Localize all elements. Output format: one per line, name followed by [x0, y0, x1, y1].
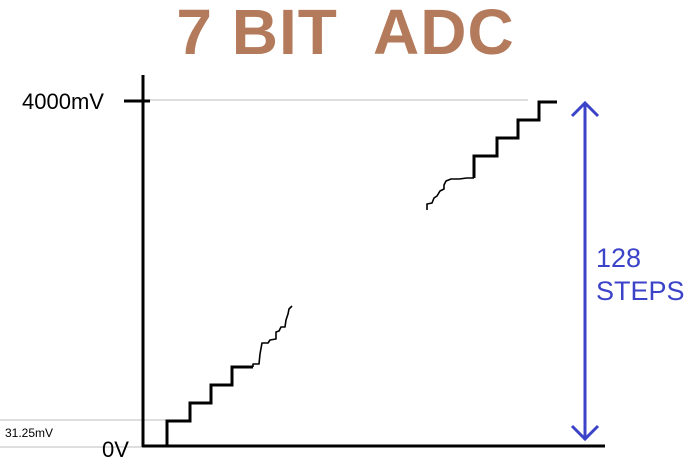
top-voltage-label: 4000mV: [22, 89, 104, 114]
lower-staircase-sketch: [252, 305, 293, 367]
upper-staircase: [472, 100, 557, 178]
diagram-title: 7 BIT ADC: [176, 0, 515, 68]
steps-annotation: 128 STEPS: [596, 242, 685, 308]
lower-staircase: [165, 365, 253, 446]
zero-voltage-label: 0V: [102, 437, 129, 462]
steps-word: STEPS: [596, 276, 685, 306]
upper-staircase-sketch: [426, 177, 474, 210]
step-voltage-label: 31.25mV: [5, 426, 54, 440]
steps-double-arrow: [570, 100, 600, 442]
steps-count: 128: [596, 243, 642, 273]
